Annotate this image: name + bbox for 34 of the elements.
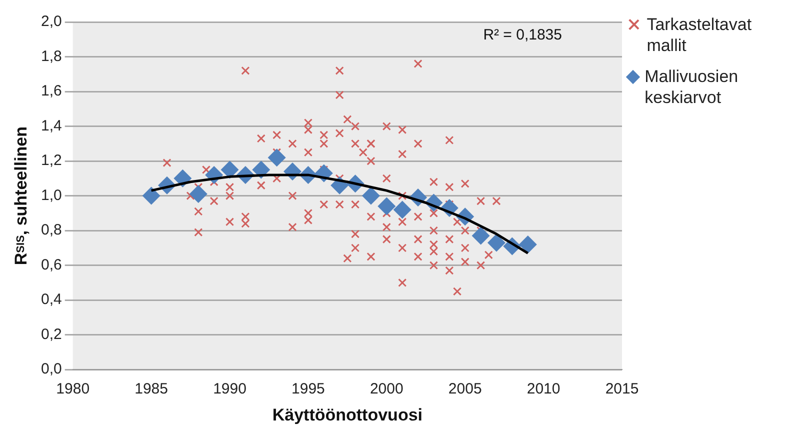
point (362, 186, 380, 205)
point (518, 235, 537, 254)
y-tick-label: 2,0 (40, 13, 62, 30)
y-tick-label: 1,6 (40, 82, 62, 100)
x-tick-label: 2005 (448, 380, 482, 398)
point (487, 234, 506, 252)
y-tick-label: 0,2 (40, 326, 62, 343)
y-tick-label: 1,8 (40, 48, 62, 65)
point (472, 226, 490, 245)
x-tick-label: 1990 (213, 380, 246, 398)
x-tick-label: 1985 (134, 380, 168, 398)
x-axis-title: Käyttöönottovuosi (272, 405, 423, 424)
point (142, 186, 160, 205)
x-tick-label: 1980 (56, 380, 90, 398)
point (220, 160, 239, 179)
y-tick-label: 1,0 (40, 186, 62, 204)
point (393, 200, 412, 219)
y-tick-label: 0,0 (40, 360, 62, 378)
x-tick-label: 1995 (292, 380, 325, 398)
y-tick-label: 1,2 (40, 152, 62, 170)
y-tick-label: 0,8 (40, 222, 62, 239)
y-tick-label: 0,6 (40, 256, 62, 274)
y-tick-label: 1,4 (40, 117, 62, 134)
x-tick-label: 2010 (526, 380, 560, 398)
y-tick-label: 0,4 (40, 291, 62, 308)
point (268, 148, 286, 167)
x-tick-label: 2000 (370, 380, 404, 398)
legend-label: Tarkasteltavat mallit (646, 14, 753, 56)
point (189, 185, 208, 204)
point (378, 197, 396, 216)
annotation: R² = 0,1835 (483, 26, 562, 44)
legend-label: Mallivuosien keskiarvot (644, 66, 740, 108)
y-axis-title: RSIS, suhteellinen (12, 126, 31, 266)
x-tick-label: 2015 (605, 380, 639, 398)
